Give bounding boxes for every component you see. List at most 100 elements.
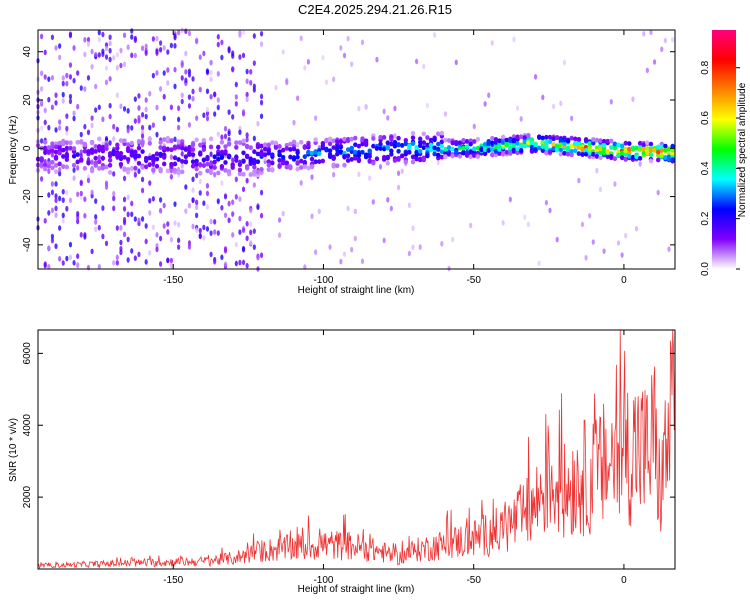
spectrogram-cell	[482, 141, 488, 147]
spectrogram-cell	[50, 104, 55, 111]
spectrogram-cell	[180, 62, 184, 68]
y-tick-label: 4000	[22, 414, 33, 437]
spectrogram-cell	[451, 236, 455, 243]
spectrogram-cell	[130, 28, 134, 34]
spectrogram-cell	[64, 164, 70, 170]
spectrogram-cell	[641, 150, 646, 156]
spectrogram-cell	[158, 151, 163, 157]
y-tick-label: 0	[22, 145, 33, 151]
spectrogram-cell	[555, 135, 560, 140]
spectrogram-cell	[155, 70, 159, 76]
spectrogram-cell	[414, 58, 419, 65]
spectrogram-cell	[198, 162, 203, 167]
spectrogram-cell	[428, 137, 434, 143]
spectrogram-cell	[61, 260, 65, 266]
spectrogram-cell	[147, 155, 152, 161]
spectrogram-cell	[547, 149, 553, 155]
spectrogram-cell	[255, 151, 261, 157]
spectrogram-cell	[425, 102, 430, 109]
spectrogram-cell	[58, 195, 62, 202]
spectrogram-cell	[112, 123, 116, 130]
spectrogram-cell	[594, 137, 600, 143]
spectrogram-cell	[201, 157, 207, 163]
spectrogram-cell	[79, 153, 83, 159]
spectrogram-cell	[61, 197, 65, 203]
spectrogram-cell	[40, 70, 44, 77]
spectrogram-cell	[612, 156, 618, 162]
spectrogram-cell	[511, 143, 517, 148]
spectrogram-cell	[176, 170, 181, 175]
spectrogram-cell	[500, 151, 506, 157]
spectrogram-cell	[133, 149, 138, 155]
spectrogram-cell	[244, 144, 250, 150]
spectrogram-cell	[314, 115, 318, 121]
spectrogram-cell	[663, 147, 668, 153]
spectrogram-cell	[43, 49, 47, 56]
spectrogram-cell	[324, 147, 329, 153]
spectrogram-cell	[399, 153, 405, 159]
spectrogram-cell	[90, 159, 94, 165]
spectrogram-cell	[280, 147, 286, 153]
spectrogram-cell	[65, 255, 69, 262]
spectrogram-cell	[490, 152, 495, 158]
spectrogram-cell	[219, 164, 225, 169]
spectrogram-cell	[107, 162, 113, 168]
spectrogram-cell	[335, 163, 340, 169]
spectrogram-cell	[345, 153, 351, 159]
spectrogram-cell	[115, 51, 119, 58]
spectrogram-cell	[154, 163, 160, 169]
spectrogram-cell	[309, 150, 315, 156]
spectrogram-cell	[580, 152, 585, 157]
spectrogram-cell	[259, 252, 264, 259]
spectrogram-cell	[195, 38, 199, 45]
spectrogram-cell	[555, 147, 560, 153]
spectrogram-cell	[331, 156, 336, 161]
spectrogram-cell	[94, 51, 98, 58]
spectrogram-cell	[118, 151, 124, 156]
spectrogram-cell	[43, 262, 47, 269]
spectrogram-cell	[115, 225, 119, 231]
spectrogram-cell	[565, 138, 571, 144]
spectrogram-cell	[422, 63, 426, 70]
spectrogram-cell	[346, 205, 350, 212]
spectrogram-cell	[50, 34, 55, 41]
spectrogram-cell	[497, 143, 502, 149]
spectrogram-cell	[468, 138, 473, 144]
spectrogram-cell	[183, 154, 189, 160]
spectrogram-cell	[158, 197, 163, 203]
spectrogram-cell	[248, 157, 253, 163]
spectrogram-cell	[47, 168, 51, 175]
x-tick-label: -100	[313, 275, 333, 286]
spectrogram-cell	[140, 176, 145, 183]
spectrogram-cell	[454, 149, 459, 155]
spectrogram-cell	[356, 158, 362, 164]
spectrogram-cell	[511, 148, 517, 154]
spectrogram-cell	[61, 141, 66, 147]
spectrogram-cell	[244, 165, 250, 171]
colorbar-tick-label: 0.0	[700, 262, 711, 276]
spectrogram-cell	[220, 134, 224, 140]
spectrogram-cell	[407, 250, 411, 257]
spectrogram-cell	[349, 156, 354, 162]
spectrogram-cell	[490, 140, 495, 146]
spectrogram-cell	[270, 160, 275, 166]
spectrogram-cell	[219, 149, 225, 155]
spectrogram-cell	[327, 148, 333, 154]
spectrogram-panel: -150 -100 -50 0 -40 -20 0 20 40 Height of strai…	[8, 27, 676, 296]
spectrogram-cell	[195, 212, 199, 219]
spectrogram-cell	[324, 137, 329, 143]
spectrogram-cell	[468, 141, 473, 147]
spectrogram-cell	[205, 68, 210, 74]
spectrogram-cell	[209, 69, 213, 76]
spectrogram-cell	[623, 140, 628, 146]
spectrogram-cell	[523, 214, 527, 220]
spectrogram-cell	[522, 135, 527, 140]
spectrogram-cell	[551, 142, 556, 148]
spectrogram-cell	[161, 161, 167, 167]
spectrogram-cell	[450, 146, 455, 152]
spectrogram-cell	[634, 154, 639, 160]
spectrogram-cell	[493, 152, 499, 158]
spectrogram-cell	[356, 151, 362, 157]
spectrogram-cell	[158, 86, 163, 92]
spectrogram-cell	[104, 180, 109, 187]
